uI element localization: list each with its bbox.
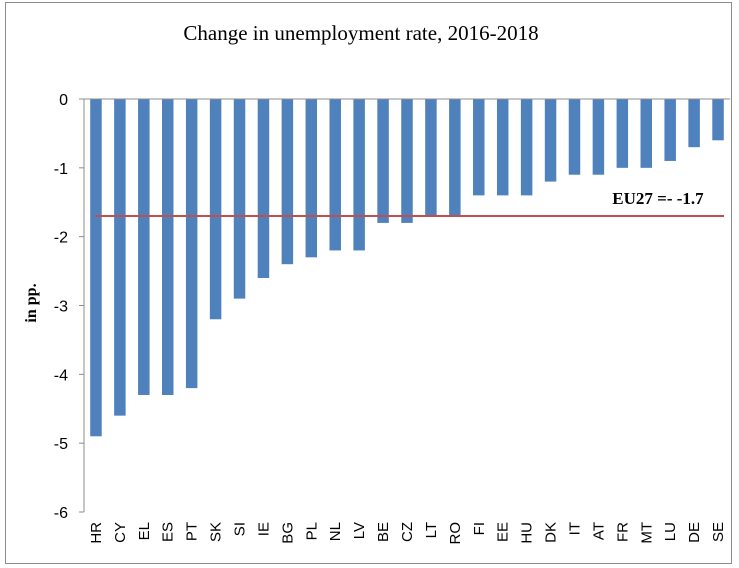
bar-mt [640, 99, 653, 168]
bar-se [712, 99, 724, 141]
x-tick-label: LT [423, 522, 440, 538]
x-tick-label: PL [303, 522, 320, 540]
bar-cz [401, 99, 413, 223]
y-tick-label: -3 [54, 299, 68, 316]
x-tick-label: BG [279, 522, 296, 544]
x-tick-label: IE [255, 522, 272, 536]
bar-ie [257, 99, 270, 278]
bar-fr [616, 99, 629, 168]
bar-dk [544, 99, 557, 182]
x-tick-label: CY [112, 522, 129, 543]
x-tick-label: EE [495, 522, 512, 542]
bar-pt [185, 99, 198, 389]
chart-frame: Change in unemployment rate, 2016-2018 i… [5, 2, 732, 564]
y-axis-ticks: 0 -1 -2 -3 -4 -5 -6 [54, 92, 84, 522]
x-tick-label: DK [543, 522, 560, 543]
y-tick-label: -5 [54, 436, 68, 453]
bar-hu [520, 99, 533, 196]
bar-de [688, 99, 700, 148]
x-tick-label: FI [471, 522, 488, 535]
bar-it [568, 99, 581, 175]
bar-cy [114, 99, 126, 416]
x-tick-label: RO [447, 522, 464, 545]
bar-sk [209, 99, 222, 320]
bar-bg [281, 99, 294, 265]
x-tick-label: IT [566, 522, 583, 535]
x-tick-label: SK [208, 522, 225, 542]
x-tick-label: BE [375, 522, 392, 542]
bar-ro [449, 99, 461, 217]
y-tick-label: -6 [54, 505, 68, 522]
bar-si [233, 99, 246, 299]
bar-pl [305, 99, 318, 258]
bar-be [377, 99, 389, 223]
x-tick-label: DE [686, 522, 703, 543]
y-tick-label: -4 [54, 367, 68, 384]
x-tick-label: LU [662, 522, 679, 541]
bar-at [592, 99, 605, 175]
chart-title: Change in unemployment rate, 2016-2018 [183, 21, 538, 45]
bar-nl [329, 99, 341, 251]
bar-chart: Change in unemployment rate, 2016-2018 i… [23, 21, 730, 545]
y-tick-label: -1 [54, 161, 68, 178]
x-tick-label: AT [590, 522, 607, 540]
x-tick-label: HR [88, 522, 105, 544]
bar-fi [473, 99, 485, 196]
y-tick-label: 0 [59, 92, 68, 109]
x-tick-label: HU [519, 522, 536, 544]
eu27-reference-label: EU27 =- -1.7 [612, 189, 704, 208]
x-tick-label: PT [184, 522, 201, 541]
x-tick-label: LV [351, 522, 368, 539]
bar-el [138, 99, 150, 395]
y-tick-label: -2 [54, 230, 68, 247]
x-tick-label: SI [232, 522, 249, 536]
bars [90, 99, 724, 437]
bar-hr [90, 99, 102, 437]
x-tick-label: ES [160, 522, 177, 542]
bar-lu [664, 99, 676, 161]
x-tick-label: EL [136, 522, 153, 540]
x-tick-label: MT [638, 522, 655, 544]
x-tick-label: FR [614, 522, 631, 542]
bar-lt [425, 99, 437, 217]
bar-lv [353, 99, 365, 251]
x-tick-label: CZ [399, 522, 416, 542]
bar-ee [496, 99, 509, 196]
x-tick-label: NL [327, 522, 344, 541]
x-axis-tick-labels: HR CY EL ES PT SK SI IE BG PL NL LV BE CZ LT RO FI EE HU DK… [88, 522, 727, 545]
x-tick-label: SE [710, 522, 727, 542]
bar-es [161, 99, 174, 395]
y-axis-label: in pp. [23, 283, 40, 322]
